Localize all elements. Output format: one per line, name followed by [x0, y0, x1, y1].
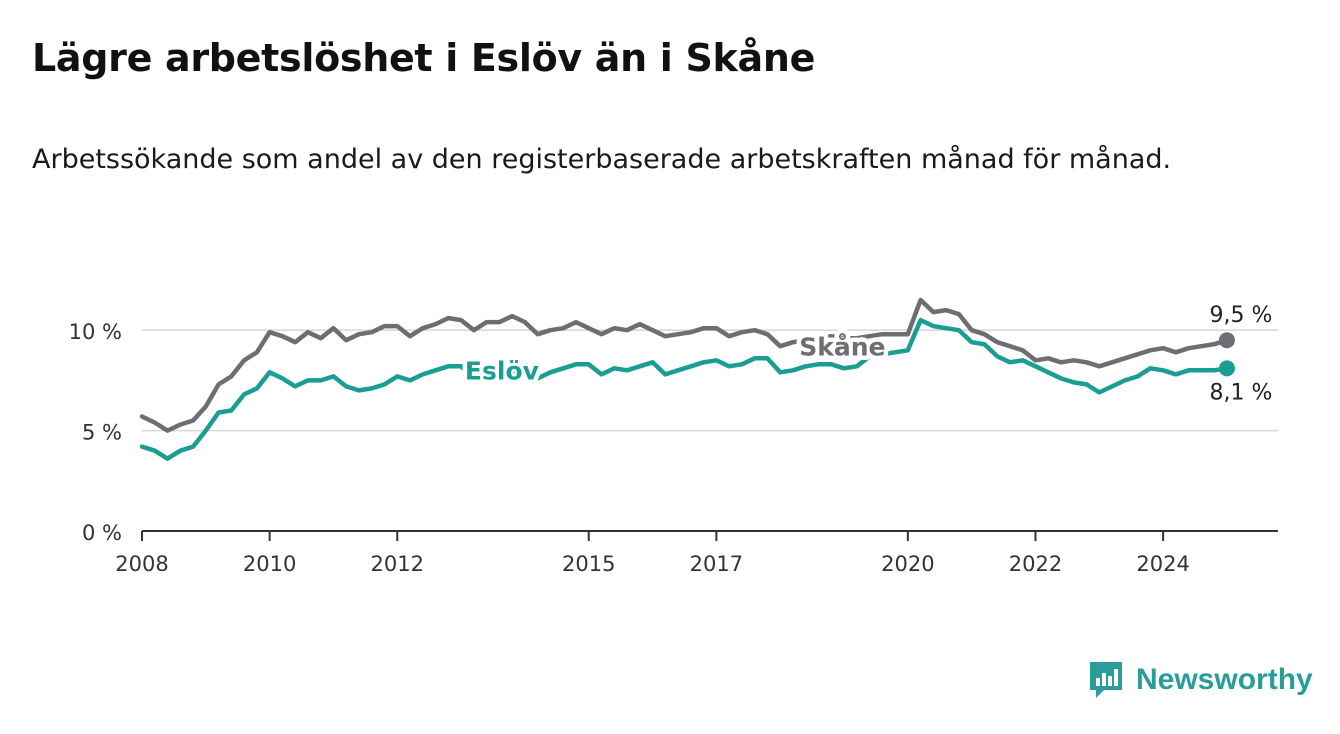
end-value-label: 8,1 %	[1209, 380, 1272, 405]
x-tick-label: 2017	[690, 552, 743, 576]
y-tick-label: 10 %	[69, 320, 122, 344]
newsworthy-logo-icon	[1090, 662, 1122, 698]
x-tick-label: 2022	[1009, 552, 1062, 576]
end-point-Eslöv	[1218, 360, 1235, 377]
x-tick-label: 2010	[243, 552, 296, 576]
end-value-label: 9,5 %	[1209, 303, 1272, 328]
x-tick-label: 2015	[562, 552, 615, 576]
series-line-Skåne	[139, 297, 1230, 433]
newsworthy-brand[interactable]: Newsworthy	[1088, 660, 1313, 700]
x-tick-label: 2008	[115, 552, 168, 576]
y-tick-label: 0 %	[82, 521, 122, 545]
series-lines	[139, 297, 1235, 461]
chart-subtitle: Arbetssökande som andel av den registerb…	[32, 144, 1172, 175]
series-labels: Eslöv Skåne 9,5 % 8,1 %	[460, 300, 1275, 408]
chart-title: Lägre arbetslöshet i Eslöv än i Skåne	[32, 36, 816, 80]
series-line-Eslöv	[139, 317, 1230, 461]
brand-name: Newsworthy	[1136, 663, 1313, 696]
x-tick-label: 2012	[371, 552, 424, 576]
y-tick-label: 5 %	[82, 421, 122, 445]
series-label: Eslöv	[465, 356, 539, 385]
y-axis-ticks: 0 % 5 % 10 %	[69, 320, 122, 545]
series-label: Skåne	[799, 332, 885, 361]
end-point-Skåne	[1218, 332, 1235, 349]
x-tick-label: 2020	[881, 552, 934, 576]
x-tick-label: 2024	[1136, 552, 1189, 576]
x-axis-ticks: 2008 2010 2012 2015 2017 2020 2022 2024	[115, 531, 1190, 576]
